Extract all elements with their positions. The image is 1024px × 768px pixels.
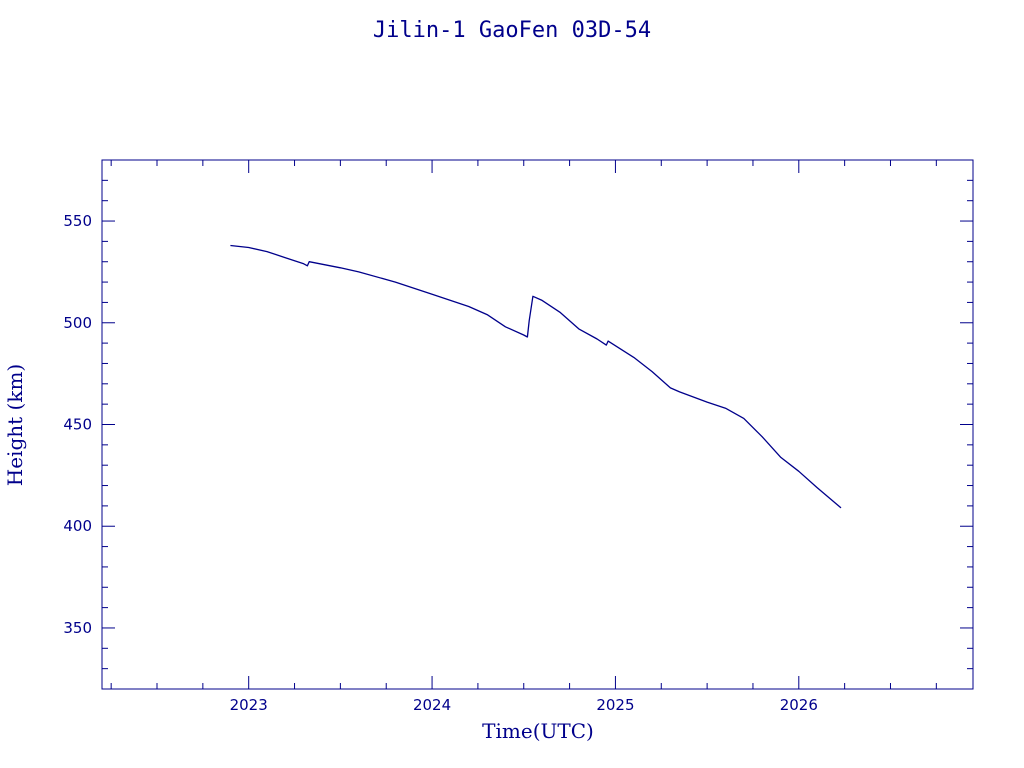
- x-tick-label: 2025: [596, 696, 634, 714]
- axis-ticks: [102, 160, 973, 689]
- y-axis-label: Height (km): [3, 364, 27, 486]
- chart-title: Jilin-1 GaoFen 03D-54: [373, 18, 651, 43]
- x-tick-label: 2023: [230, 696, 268, 714]
- y-tick-label: 450: [63, 416, 92, 434]
- y-tick-label: 500: [63, 314, 92, 332]
- series-line: [230, 244, 842, 509]
- y-tick-label: 400: [63, 517, 92, 535]
- x-tick-label: 2026: [780, 696, 818, 714]
- tick-labels: 350 400 450 500 550 2023 2024 2025 2026: [63, 212, 818, 714]
- x-axis-label: Time(UTC): [482, 719, 594, 743]
- x-tick-label: 2024: [413, 696, 451, 714]
- y-tick-label: 350: [63, 619, 92, 637]
- plot-frame: [101, 159, 974, 690]
- y-tick-label: 550: [63, 212, 92, 230]
